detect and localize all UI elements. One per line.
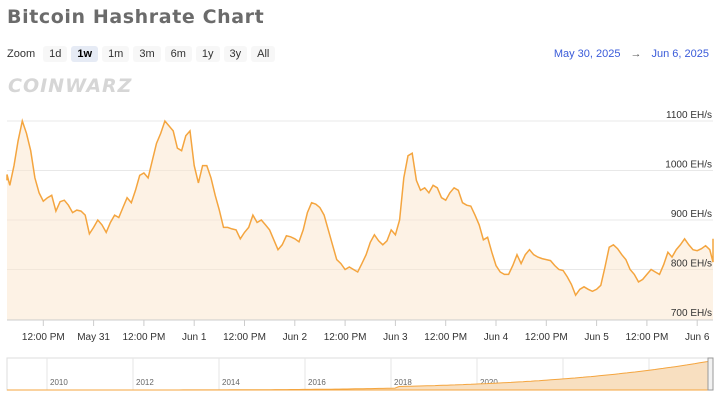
navigator-year-label: 2016: [308, 378, 326, 387]
coinwarz-logo: COINWARZ: [8, 75, 133, 97]
navigator-area: [7, 360, 714, 391]
y-tick-label: 700 EH/s: [671, 308, 712, 319]
x-tick-label: Jun 4: [484, 332, 509, 343]
range-arrow-icon: →: [630, 48, 642, 60]
range-to-input[interactable]: Jun 6, 2025: [651, 48, 710, 60]
x-tick-label: Jun 3: [383, 332, 408, 343]
zoom-label: Zoom: [7, 48, 36, 60]
navigator-handle[interactable]: [707, 357, 714, 391]
x-tick-label: Jun 5: [584, 332, 609, 343]
y-tick-label: 800 EH/s: [671, 259, 712, 270]
y-tick-label: 1000 EH/s: [665, 160, 712, 171]
y-tick-label: 1100 EH/s: [666, 110, 712, 121]
navigator-year-label: 2010: [50, 378, 68, 387]
x-tick-label: Jun 1: [182, 332, 207, 343]
x-tick-label: 12:00 PM: [122, 332, 165, 343]
x-tick-label: 12:00 PM: [223, 332, 266, 343]
x-tick-label: 12:00 PM: [324, 332, 367, 343]
x-tick-label: 12:00 PM: [424, 332, 467, 343]
x-tick-label: 12:00 PM: [625, 332, 668, 343]
zoom-1d-button[interactable]: 1d: [43, 46, 68, 62]
x-tick-label: Jun 2: [283, 332, 308, 343]
zoom-1m-button[interactable]: 1m: [102, 46, 130, 62]
y-axis-ticks: 1100 EH/s 1000 EH/s 900 EH/s 800 EH/s 700 EH…: [665, 110, 712, 319]
zoom-3y-button[interactable]: 3y: [223, 46, 248, 62]
navigator-year-label: 2012: [136, 378, 154, 387]
x-tick-label: May 31: [77, 332, 110, 343]
zoom-all-button[interactable]: All: [251, 46, 276, 62]
x-tick-label: Jun 6: [685, 332, 710, 343]
chart-title: Bitcoin Hashrate Chart: [7, 6, 265, 28]
range-from-input[interactable]: May 30, 2025: [553, 48, 621, 60]
y-tick-label: 900 EH/s: [671, 209, 712, 220]
x-tick-label: 12:00 PM: [525, 332, 568, 343]
x-axis-ticks: 12:00 PM May 31 12:00 PM Jun 1 12:00 PM Jun 2…: [22, 320, 710, 343]
navigator[interactable]: 20102012201420162018202020222024: [6, 357, 714, 391]
zoom-3m-button[interactable]: 3m: [133, 46, 161, 62]
navigator-year-label: 2020: [480, 378, 498, 387]
date-range: May 30, 2025 → Jun 6, 2025: [554, 48, 709, 60]
x-tick-label: 12:00 PM: [22, 332, 65, 343]
navigator-year-label: 2018: [394, 378, 412, 387]
zoom-bar: Zoom 1d 1w 1m 3m 6m 1y 3y All: [7, 45, 276, 63]
hashrate-area: [7, 121, 713, 320]
navigator-year-label: 2014: [222, 378, 240, 387]
zoom-1y-button[interactable]: 1y: [195, 46, 220, 62]
hashrate-line: [6, 118, 714, 297]
zoom-1w-button[interactable]: 1w: [71, 46, 99, 62]
zoom-6m-button[interactable]: 6m: [164, 46, 192, 62]
